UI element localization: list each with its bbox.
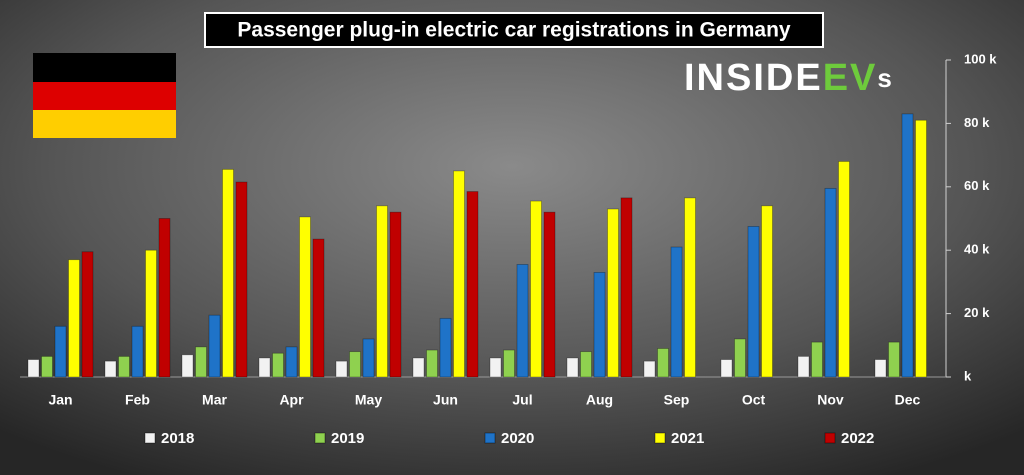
legend-swatch — [654, 432, 666, 444]
bar — [720, 359, 733, 378]
x-tick-label: Apr — [279, 392, 304, 408]
bar — [915, 119, 927, 378]
flag-stripe — [33, 110, 176, 138]
x-tick-label: Feb — [125, 392, 150, 408]
y-tick-label: 80 k — [964, 115, 990, 130]
bar — [68, 259, 80, 378]
bar — [195, 346, 207, 378]
flag — [33, 53, 176, 138]
bar — [426, 349, 438, 378]
flag-stripe — [33, 82, 176, 110]
logo-part: INSIDE — [684, 57, 823, 99]
logo: INSIDEEVs — [684, 57, 894, 99]
bar — [670, 246, 683, 378]
bar — [81, 251, 94, 378]
bar — [811, 341, 823, 378]
legend-label: 2022 — [841, 430, 874, 447]
bar — [54, 325, 67, 378]
legend-swatch — [144, 432, 156, 444]
bar — [516, 264, 529, 378]
x-tick-label: Nov — [817, 392, 844, 408]
bar — [389, 211, 402, 378]
y-tick-label: 40 k — [964, 242, 990, 257]
bar — [299, 216, 311, 378]
x-tick-label: Jul — [512, 392, 532, 408]
y-tick-label: 60 k — [964, 178, 990, 193]
bar — [118, 355, 130, 378]
legend-swatch — [314, 432, 326, 444]
legend-swatch — [824, 432, 836, 444]
x-tick-label: Oct — [742, 392, 766, 408]
bar — [620, 197, 633, 378]
logo-part: s — [877, 63, 893, 93]
x-tick-label: May — [355, 392, 382, 408]
bar — [466, 191, 479, 378]
bar — [593, 271, 606, 378]
bar — [235, 181, 248, 378]
bar — [797, 355, 810, 378]
bar — [453, 170, 465, 378]
bar — [362, 338, 375, 378]
bar — [684, 197, 696, 378]
bar — [145, 249, 157, 378]
bar — [208, 314, 221, 378]
bar — [838, 161, 850, 378]
flag-stripe — [33, 53, 176, 82]
bar — [349, 351, 361, 378]
bar — [222, 168, 234, 378]
chart-title: Passenger plug-in electric car registrat… — [237, 19, 791, 42]
bar — [607, 208, 619, 378]
bar — [412, 357, 425, 378]
bar — [503, 349, 515, 378]
bar — [543, 211, 556, 378]
bar — [312, 238, 325, 378]
legend-label: 2021 — [671, 430, 704, 447]
legend-swatch — [484, 432, 496, 444]
y-tick-label: k — [964, 368, 972, 383]
bar — [27, 359, 40, 378]
bar — [376, 205, 388, 378]
x-tick-label: Sep — [664, 392, 690, 408]
bar — [747, 226, 760, 378]
bar — [734, 338, 746, 378]
bar — [566, 357, 579, 378]
legend-label: 2019 — [331, 430, 364, 447]
bar — [272, 352, 284, 378]
bar — [489, 357, 502, 378]
bar — [285, 346, 298, 378]
bar — [657, 348, 669, 378]
bar — [643, 360, 656, 378]
logo-part: EV — [823, 57, 878, 99]
title-box — [204, 12, 824, 48]
bar — [580, 351, 592, 378]
x-tick-label: Jan — [48, 392, 72, 408]
bar — [888, 341, 900, 378]
bar — [824, 187, 837, 378]
bar — [874, 359, 887, 378]
legend-label: 2018 — [161, 430, 194, 447]
x-tick-label: Mar — [202, 392, 227, 408]
legend-label: 2020 — [501, 430, 534, 447]
y-tick-label: 20 k — [964, 305, 990, 320]
bar — [158, 218, 171, 378]
bar — [104, 360, 117, 378]
bar — [41, 355, 53, 378]
x-tick-label: Dec — [895, 392, 921, 408]
x-tick-label: Aug — [586, 392, 613, 408]
bar — [439, 317, 452, 378]
bar — [761, 205, 773, 378]
bar — [181, 354, 194, 378]
bar — [901, 113, 914, 378]
bar — [335, 360, 348, 378]
bar — [258, 357, 271, 378]
bar — [530, 200, 542, 378]
y-tick-label: 100 k — [964, 51, 997, 66]
x-tick-label: Jun — [433, 392, 458, 408]
bar — [131, 325, 144, 378]
